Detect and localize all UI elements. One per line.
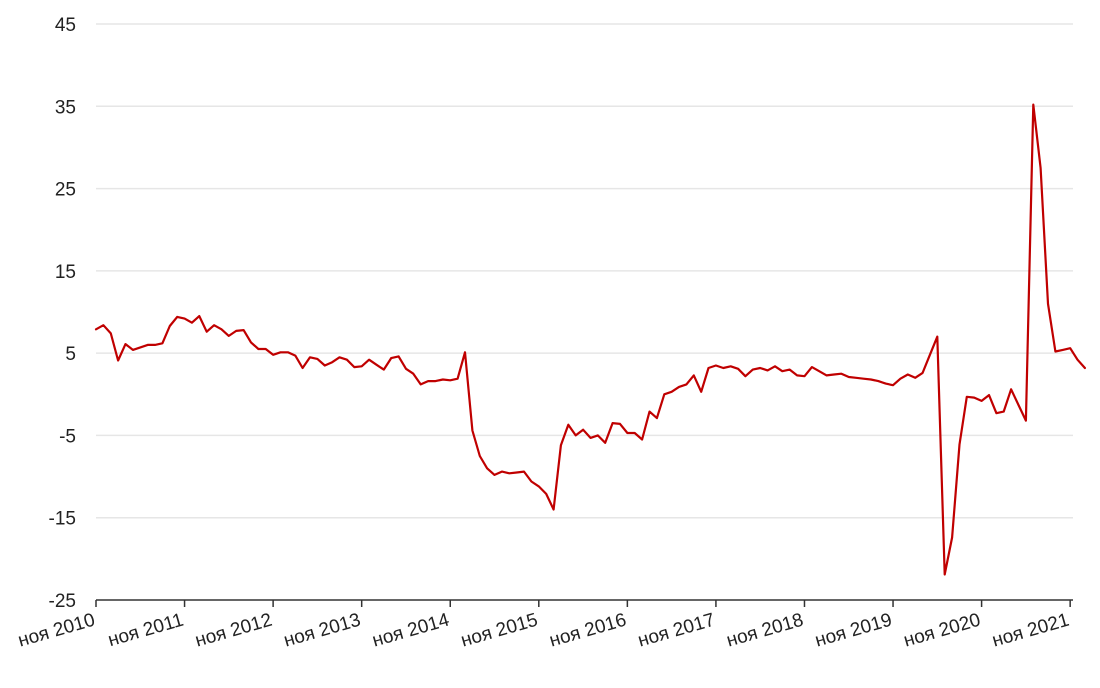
gridlines bbox=[96, 23, 1073, 519]
series-line-0 bbox=[94, 103, 1087, 576]
y-tick-label: -25 bbox=[49, 591, 76, 612]
y-tick-label: 45 bbox=[55, 15, 76, 36]
y-tick-label: -5 bbox=[59, 426, 76, 447]
x-tick-label: ноя 2013 bbox=[281, 610, 363, 652]
x-axis-ticks: ноя 2010 ноя 2011 ноя 2012 ноя 2013 ноя 2014… bbox=[16, 600, 1072, 652]
y-tick-label: 25 bbox=[55, 180, 76, 201]
x-tick-label: ноя 2018 bbox=[724, 610, 806, 652]
x-tick-label: ноя 2011 bbox=[106, 610, 186, 652]
series-group bbox=[94, 103, 1087, 576]
y-axis-ticks: -25 -15 -5 5 15 25 35 45 bbox=[49, 15, 76, 612]
x-tick-label: ноя 2020 bbox=[901, 610, 983, 652]
x-tick-label: ноя 2021 bbox=[990, 610, 1072, 652]
x-tick-label: ноя 2017 bbox=[636, 610, 718, 652]
y-tick-label: 35 bbox=[55, 97, 76, 118]
y-tick-label: 5 bbox=[65, 344, 76, 365]
x-tick-label: ноя 2014 bbox=[370, 610, 452, 652]
y-tick-label: -15 bbox=[49, 509, 76, 530]
x-tick-label: ноя 2016 bbox=[547, 610, 629, 652]
y-tick-label: 15 bbox=[55, 262, 76, 283]
x-tick-label: ноя 2012 bbox=[193, 610, 275, 652]
x-tick-label: ноя 2010 bbox=[16, 610, 98, 652]
x-tick-label: ноя 2015 bbox=[459, 610, 541, 652]
x-tick-label: ноя 2019 bbox=[813, 610, 895, 652]
